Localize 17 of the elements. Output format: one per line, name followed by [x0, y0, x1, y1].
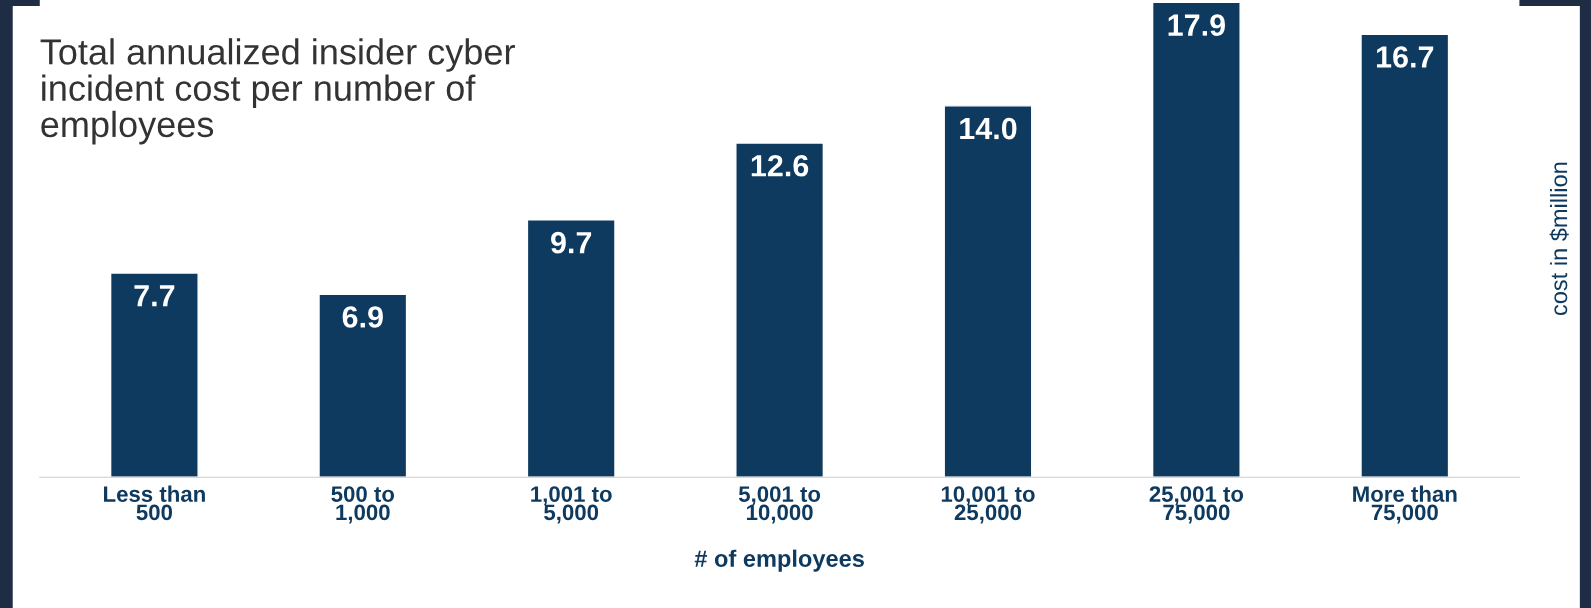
y-axis-title: cost in $million	[1549, 162, 1569, 316]
data-label: 6.9	[342, 306, 383, 328]
x-tick-label: Less than 500	[104, 485, 205, 521]
text: Total annualized insider cyber incident cost per number of employees	[40, 38, 515, 145]
data-label: 16.7	[1376, 46, 1434, 68]
x-tick-label: 5,001 to 10,000	[738, 486, 821, 524]
x-tick-label: 10,001 to 25,000	[941, 486, 1035, 524]
x-tick-label: More than 75,000	[1353, 485, 1457, 524]
data-label: 9.7	[551, 231, 592, 254]
data-label: 17.9	[1168, 14, 1225, 36]
x-tick-label: 25,001 to 75,000	[1149, 486, 1244, 524]
x-axis-title: # of employees	[694, 549, 864, 572]
data-label: 7.7	[134, 285, 175, 307]
data-label: 12.6	[751, 154, 809, 177]
data-label: 14.0	[960, 117, 1017, 140]
x-tick-label: 500 to 1,000	[331, 486, 395, 524]
x-tick-label: 1,001 to 5,000	[531, 486, 612, 524]
